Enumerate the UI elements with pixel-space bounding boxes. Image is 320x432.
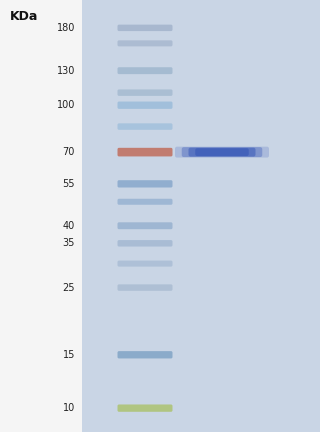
Bar bbox=[82, 0, 320, 432]
Text: 130: 130 bbox=[57, 66, 75, 76]
Text: 15: 15 bbox=[63, 350, 75, 360]
Text: 100: 100 bbox=[57, 100, 75, 110]
Text: 10: 10 bbox=[63, 403, 75, 413]
Text: 40: 40 bbox=[63, 221, 75, 231]
FancyBboxPatch shape bbox=[117, 89, 172, 96]
Text: 70: 70 bbox=[63, 147, 75, 157]
FancyBboxPatch shape bbox=[195, 148, 249, 156]
FancyBboxPatch shape bbox=[117, 351, 172, 359]
Bar bbox=[0, 0, 82, 432]
FancyBboxPatch shape bbox=[117, 199, 172, 205]
FancyBboxPatch shape bbox=[117, 67, 172, 74]
FancyBboxPatch shape bbox=[117, 260, 172, 267]
FancyBboxPatch shape bbox=[117, 284, 172, 291]
FancyBboxPatch shape bbox=[117, 102, 172, 109]
FancyBboxPatch shape bbox=[117, 404, 172, 412]
FancyBboxPatch shape bbox=[117, 148, 172, 156]
Text: 180: 180 bbox=[57, 23, 75, 33]
FancyBboxPatch shape bbox=[117, 40, 172, 46]
FancyBboxPatch shape bbox=[117, 25, 172, 31]
Text: 35: 35 bbox=[63, 238, 75, 248]
FancyBboxPatch shape bbox=[175, 147, 269, 158]
FancyBboxPatch shape bbox=[188, 148, 255, 156]
FancyBboxPatch shape bbox=[182, 147, 262, 157]
Text: 55: 55 bbox=[62, 179, 75, 189]
FancyBboxPatch shape bbox=[117, 222, 172, 229]
FancyBboxPatch shape bbox=[117, 240, 172, 247]
FancyBboxPatch shape bbox=[117, 124, 172, 130]
FancyBboxPatch shape bbox=[117, 180, 172, 187]
Text: KDa: KDa bbox=[10, 10, 38, 23]
Text: 25: 25 bbox=[62, 283, 75, 292]
